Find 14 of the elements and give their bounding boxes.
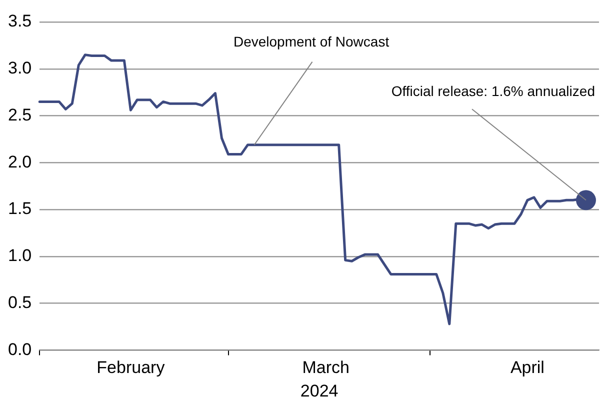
y-tick-label: 3.0 — [8, 58, 32, 78]
y-tick-label: 1.0 — [8, 246, 32, 266]
y-tick-label: 2.5 — [8, 105, 32, 124]
x-tick-label: April — [510, 358, 544, 378]
y-tick-label: 3.5 — [8, 12, 32, 31]
x-tick-label: March — [302, 358, 350, 378]
y-tick-label: 1.5 — [8, 199, 32, 218]
y-tick-label: 2.0 — [8, 152, 32, 172]
annotation: Official release: 1.6% annualized — [391, 83, 595, 100]
x-tick-label: February — [96, 358, 166, 378]
annotation: Development of Nowcast — [233, 34, 390, 50]
x-axis-title: 2024 — [300, 381, 338, 400]
y-tick-label: 0.0 — [8, 340, 32, 359]
y-tick-label: 0.5 — [8, 293, 32, 312]
